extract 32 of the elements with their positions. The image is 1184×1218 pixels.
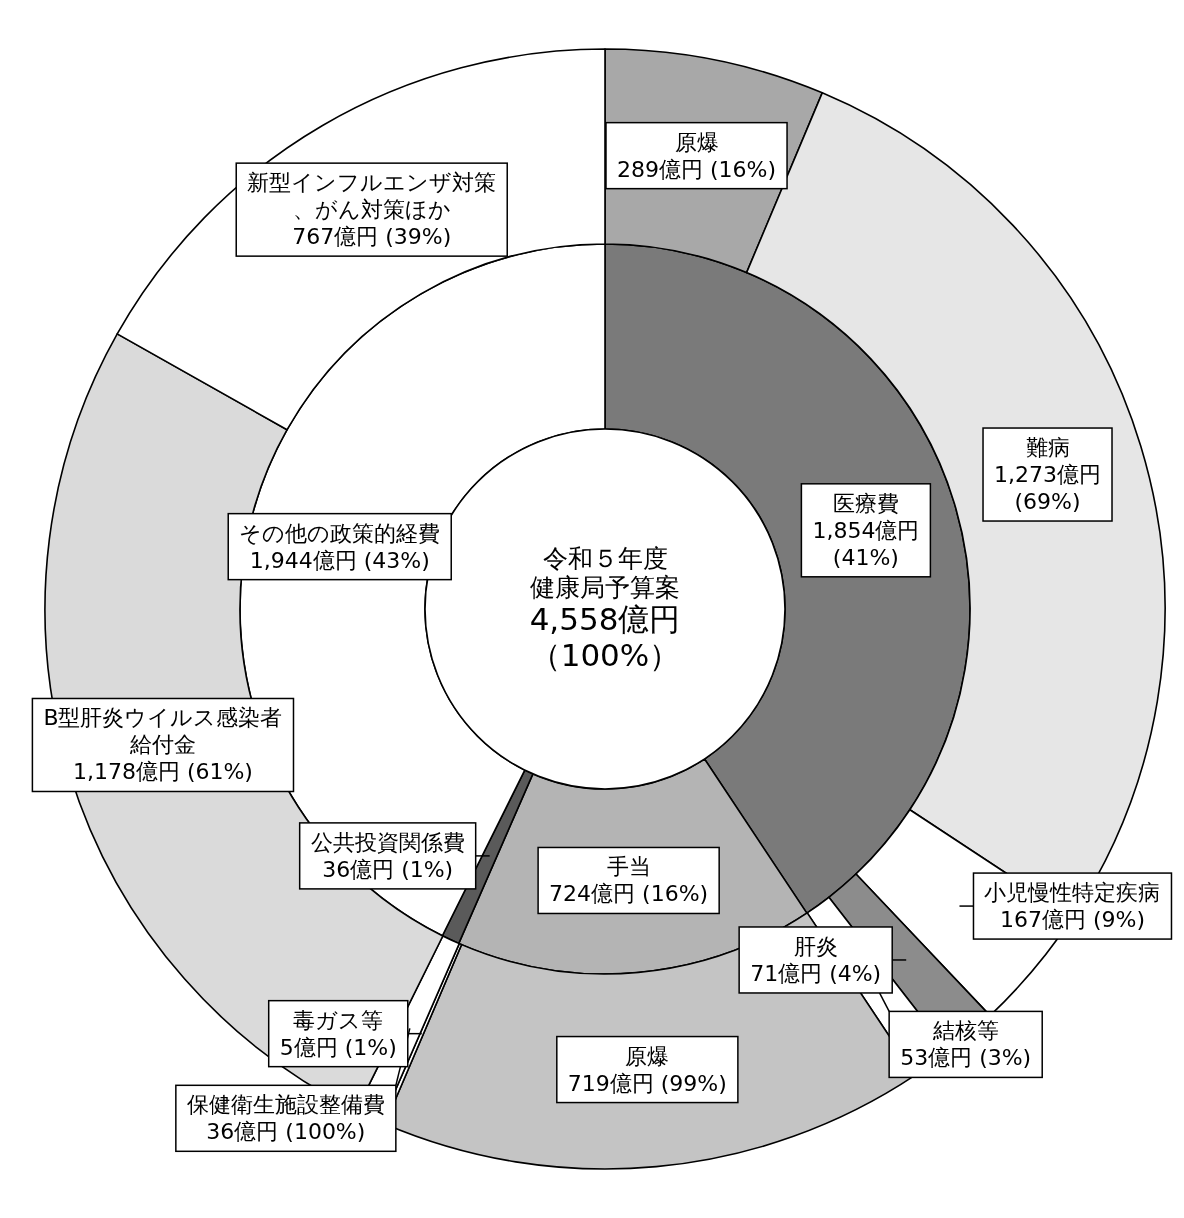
data-label: 1,854億円 (41%) (812, 517, 920, 570)
slice-label: 医療費 (832, 490, 899, 516)
slice-label: 毒ガス等 (293, 1007, 384, 1033)
data-label: 719億円 (99%) (567, 1070, 727, 1096)
slice-label: 小児慢性特定疾病 (984, 880, 1161, 906)
data-label: 1,178億円 (61%) (72, 759, 253, 785)
data-label: 36億円 (100%) (206, 1119, 366, 1145)
data-label: 36億円 (1%) (322, 856, 454, 882)
data-label: 53億円 (3%) (900, 1045, 1032, 1071)
slice-label: 結核等 (931, 1018, 999, 1044)
text: 4,558億円 (529, 601, 681, 637)
data-label: 289億円 (16%) (616, 156, 777, 182)
slice-label: B型肝炎ウイルス感染者給付金 (43, 705, 283, 758)
text: 健康局予算案 (530, 572, 680, 602)
slice-label: 手当 (606, 854, 651, 880)
data-label: 724億円 (16%) (549, 881, 709, 907)
slice-label: その他の政策的経費 (239, 520, 441, 546)
text: 令和５年度 (542, 544, 668, 574)
data-label: 5億円 (1%) (279, 1034, 397, 1060)
data-label: 767億円 (39%) (292, 224, 452, 250)
data-label: 167億円 (9%) (999, 907, 1146, 933)
slice-label: 肝炎 (793, 933, 838, 959)
slice-label: 保健衛生施設整備費 (186, 1092, 385, 1118)
slice-label: 原爆 (625, 1043, 670, 1069)
data-label: 1,944億円 (43%) (249, 547, 430, 573)
data-label: 71億円 (4%) (750, 960, 882, 986)
slice-label: 難病 (1025, 435, 1070, 461)
data-label: 1,273億円 (69%) (994, 462, 1102, 515)
slice-label: 原爆 (674, 129, 719, 155)
slice-label: 公共投資関係費 (310, 829, 465, 855)
slice-label: 新型インフルエンザ対策、がん対策ほか (247, 170, 497, 223)
text: （100%） (529, 636, 681, 673)
